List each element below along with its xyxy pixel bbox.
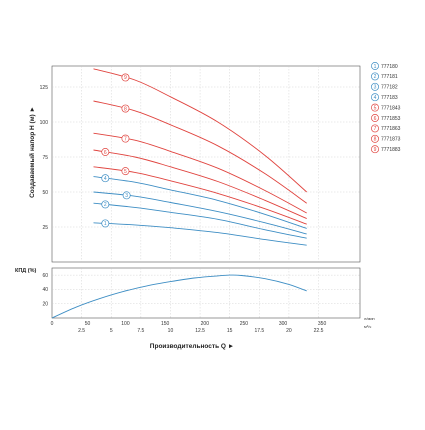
head-y-tick-label: 75 bbox=[42, 155, 48, 161]
legend-marker-label: 9 bbox=[374, 147, 377, 153]
x-tick-label-bottom: 17.5 bbox=[254, 328, 264, 334]
curve-marker-6 bbox=[101, 148, 110, 156]
legend-entry-label: 777181 bbox=[381, 74, 398, 80]
curve-1 bbox=[93, 222, 307, 246]
curve-marker-label: 7 bbox=[124, 136, 127, 142]
curve-marker-label: 6 bbox=[104, 150, 107, 156]
head-plot: 25 50 75 100 125 1 2 3 4 5 6 7 8 9 bbox=[40, 65, 361, 263]
legend-marker bbox=[371, 134, 379, 143]
curve-marker-5 bbox=[121, 167, 130, 176]
x-tick-label-top: 50 bbox=[85, 321, 91, 327]
legend-entry-label: 777182 bbox=[381, 85, 398, 91]
x-axis-label: Производительность Q ► bbox=[150, 343, 234, 350]
eff-y-tick-label: 20 bbox=[42, 302, 48, 308]
legend-marker-label: 1 bbox=[374, 64, 377, 70]
efficiency-plot-frame bbox=[51, 267, 361, 319]
legend-entry-label: 777183 bbox=[381, 95, 398, 101]
legend-entry-label: 7771863 bbox=[381, 126, 401, 132]
curve-marker-label: 4 bbox=[104, 176, 107, 182]
curve-marker-label: 1 bbox=[104, 221, 107, 227]
x-unit-bottom: м³/ч bbox=[364, 324, 371, 329]
x-tick-label-top: 150 bbox=[161, 321, 170, 327]
x-tick-label-bottom: 22.5 bbox=[314, 328, 324, 334]
curve-marker-8 bbox=[121, 104, 130, 113]
legend-marker-label: 7 bbox=[374, 126, 377, 132]
legend-marker-label: 4 bbox=[374, 95, 377, 101]
head-axis-label: Создаваемый напор H (м) ► bbox=[28, 106, 36, 198]
curve-marker-label: 2 bbox=[104, 202, 107, 208]
curve-marker-3 bbox=[122, 191, 131, 200]
x-tick-label-bottom: 7.5 bbox=[137, 328, 144, 334]
legend-marker bbox=[371, 145, 379, 154]
legend-marker-label: 2 bbox=[374, 74, 377, 80]
head-y-tick-label: 100 bbox=[40, 120, 49, 126]
legend-marker-label: 5 bbox=[374, 105, 377, 111]
curve-marker-2 bbox=[101, 200, 110, 209]
legend-entry-label: 7771883 bbox=[381, 147, 401, 153]
eff-y-tick-label: 40 bbox=[42, 287, 48, 293]
head-y-tick-label: 125 bbox=[40, 85, 49, 91]
efficiency-axis-label: КПД (%) bbox=[15, 268, 36, 274]
curve-2 bbox=[93, 202, 307, 239]
x-tick-label-top: 350 bbox=[318, 321, 327, 327]
x-tick-label-top: 100 bbox=[121, 321, 130, 327]
curve-4 bbox=[93, 176, 307, 229]
legend-entry-label: 777180 bbox=[381, 64, 398, 70]
x-tick-label-origin: 0 bbox=[51, 321, 54, 327]
legend-marker-label: 3 bbox=[374, 85, 377, 91]
curve-marker-label: 8 bbox=[124, 106, 127, 112]
x-tick-label-top: 250 bbox=[240, 321, 249, 327]
legend-marker bbox=[371, 62, 379, 70]
x-tick-label-bottom: 20 bbox=[286, 328, 292, 334]
efficiency-curve bbox=[51, 274, 307, 319]
curve-3 bbox=[93, 191, 307, 235]
legend-marker bbox=[371, 93, 379, 102]
x-tick-label-top: 200 bbox=[201, 321, 210, 327]
curve-marker-label: 3 bbox=[125, 193, 128, 199]
eff-y-tick-label: 60 bbox=[42, 273, 48, 279]
x-tick-label-top: 300 bbox=[279, 321, 288, 327]
legend-marker-label: 8 bbox=[374, 137, 377, 143]
x-tick-label-bottom: 12.5 bbox=[195, 328, 205, 334]
x-tick-label-bottom: 2.5 bbox=[78, 328, 85, 334]
curve-5 bbox=[93, 166, 307, 225]
legend-marker bbox=[371, 124, 379, 133]
x-tick-label-bottom: 10 bbox=[168, 328, 174, 334]
curve-marker-label: 9 bbox=[124, 75, 127, 81]
curve-marker-1 bbox=[101, 219, 110, 228]
curve-7 bbox=[93, 132, 307, 214]
legend-entry-label: 7771843 bbox=[381, 105, 401, 111]
curve-marker-9 bbox=[121, 73, 130, 82]
x-tick-label-bottom: 15 bbox=[227, 328, 233, 334]
head-y-tick-label: 25 bbox=[42, 225, 48, 231]
legend-entry-label: 7771873 bbox=[381, 137, 401, 143]
x-tick-label-bottom: 5 bbox=[110, 328, 113, 334]
curve-8 bbox=[93, 100, 307, 204]
x-unit-top: л/мин bbox=[364, 316, 375, 321]
head-y-tick-label: 50 bbox=[42, 190, 48, 196]
curve-6 bbox=[93, 149, 307, 220]
legend-entry-label: 7771853 bbox=[381, 116, 401, 122]
legend-marker bbox=[371, 82, 379, 91]
curve-marker-4 bbox=[101, 174, 110, 183]
curve-marker-7 bbox=[121, 134, 130, 143]
curve-marker-label: 5 bbox=[124, 169, 127, 175]
legend-marker-label: 6 bbox=[374, 116, 377, 122]
legend-marker bbox=[371, 72, 379, 81]
legend-marker bbox=[371, 114, 379, 122]
curve-9 bbox=[93, 68, 307, 193]
legend-marker bbox=[371, 103, 379, 112]
